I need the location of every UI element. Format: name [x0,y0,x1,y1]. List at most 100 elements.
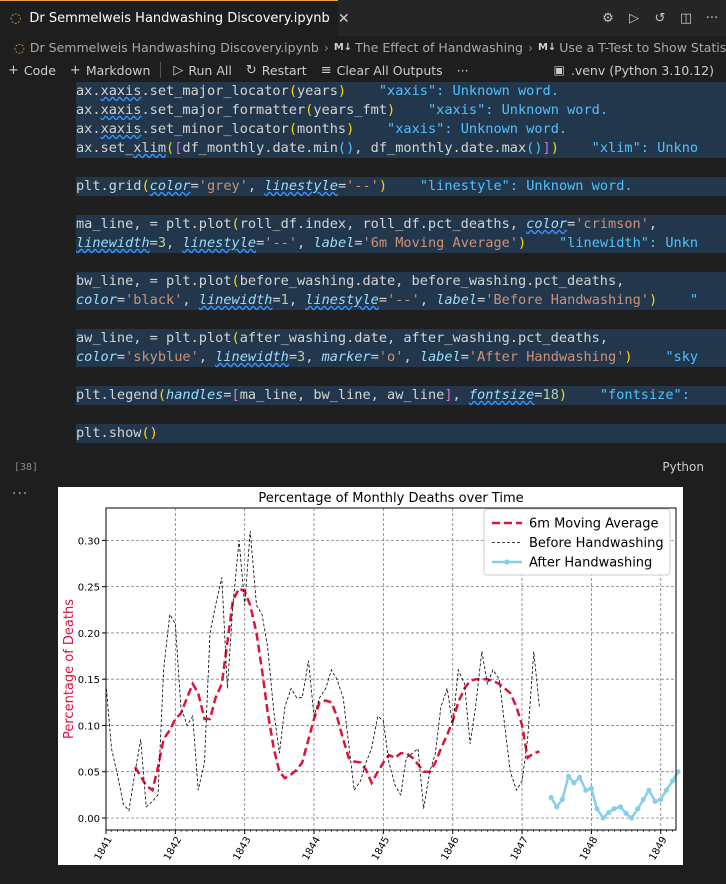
series-line-6m-moving-average [134,586,540,793]
data-point [611,806,617,812]
code-line: plt.legend(handles=[ma_line, bw_line, aw… [76,387,699,403]
breadcrumb-file[interactable]: Dr Semmelweis Handwashing Discovery.ipyn… [29,39,319,55]
data-point [600,815,606,821]
notebook-tab[interactable]: ◌ Dr Semmelweis Handwashing Discovery.ip… [0,0,350,36]
line-highlight [76,329,726,348]
data-point [554,804,560,810]
notebook-toolbar: + Code + Markdown ▷ Run All ↻ Restart ≡ Clear… [0,58,726,82]
close-icon[interactable]: ✕ [337,10,350,27]
data-point [663,787,669,793]
data-point [606,809,612,816]
code-line: ma_line, = plt.plot(roll_df.index, roll_… [76,216,658,232]
data-point [675,769,681,775]
data-point [577,774,583,780]
line-highlight [76,101,726,120]
legend-label: After Handwashing [529,556,652,571]
data-point [646,787,652,793]
line-highlight [76,291,726,310]
legend-marker [504,559,510,565]
y-tick-label: 0.30 [78,536,100,547]
code-line: plt.show() [76,425,158,441]
code-line: color='black', linewidth=1, linestyle='-… [76,292,699,308]
more-actions-icon[interactable]: ··· [705,10,719,26]
breadcrumb-subsection[interactable]: Use a T-Test to Show Statistica [559,39,726,55]
jupyter-icon: ◌ [14,39,25,55]
code-line: ax.set_xlim([df_monthly.date.min(), df_m… [76,140,699,156]
run-icon[interactable]: ▷ [629,10,639,26]
legend-box [483,508,671,576]
series-line-before-handwashing [105,531,540,812]
data-point [658,796,664,803]
run-all-button[interactable]: ▷ Run All [173,63,231,78]
jupyter-icon: ◌ [10,11,22,26]
data-point [640,796,647,803]
line-highlight [76,139,726,158]
line-highlight [76,272,726,291]
code-editor[interactable]: ax.xaxis.set_major_locator(years) "xaxis… [76,82,726,450]
y-tick-label: 0.20 [78,629,100,640]
code-line: aw_line, = plt.plot(after_washing.date, … [76,330,608,346]
data-point [669,778,676,784]
data-point [583,787,589,793]
line-highlight [76,424,726,443]
kernel-label: .venv (Python 3.10.12) [570,62,714,78]
clear-outputs-button[interactable]: ≡ Clear All Outputs [321,63,443,78]
chevron-right-icon: › [323,39,329,55]
history-icon[interactable]: ↺ [654,10,666,26]
restart-icon: ↻ [245,62,257,78]
breadcrumb-section[interactable]: The Effect of Handwashing [355,39,523,55]
y-tick-label: 0.25 [78,583,100,594]
y-tick-label: 0.05 [78,768,100,779]
line-highlight [76,177,726,196]
kernel-picker[interactable]: ▣ .venv (Python 3.10.12) [554,58,714,82]
more-label: ··· [456,62,469,78]
data-point [594,806,600,812]
cell-language[interactable]: Python [662,460,704,474]
run-all-label: Run All [188,62,232,78]
line-highlight [76,348,726,367]
add-code-label: Code [23,62,56,78]
add-code-button[interactable]: + Code [8,63,56,78]
output-menu-icon[interactable]: ··· [12,486,29,502]
gear-icon[interactable]: ⚙ [602,10,614,26]
code-line: linewidth=3, linestyle='--', label='6m M… [76,235,699,251]
plus-icon: + [8,62,19,78]
data-point [635,806,641,812]
chart-svg: Percentage of Monthly Deaths over Time 0.… [62,491,681,863]
legend-label: 6m Moving Average [529,517,659,532]
clear-outputs-label: Clear All Outputs [336,62,443,78]
restart-label: Restart [261,62,307,78]
legend-label: Before Handwashing [529,536,664,551]
y-tick-label: 0.00 [78,814,100,825]
line-highlight [76,120,726,139]
more-toolbar-button[interactable]: ··· [457,63,469,78]
data-point [548,795,554,801]
run-all-icon: ▷ [173,62,184,78]
x-tick-label: 1843 [231,835,253,863]
split-editor-icon[interactable]: ◫ [679,10,693,26]
code-line: ax.xaxis.set_major_locator(years) "xaxis… [76,83,559,99]
data-point [565,773,572,779]
data-point [617,804,624,810]
x-tick-label: 1841 [93,835,115,863]
data-point [588,785,595,791]
add-markdown-button[interactable]: + Markdown [70,63,150,78]
code-line: ax.xaxis.set_minor_locator(months) "xaxi… [76,121,568,137]
code-line: color='skyblue', linewidth=3, marker='o'… [76,349,699,365]
plus-icon: + [69,62,81,78]
y-tick-label: 0.15 [78,675,100,686]
x-tick-label: 1848 [578,835,600,863]
cell-gutter [0,82,42,482]
x-tick-label: 1847 [509,835,531,863]
line-highlight [76,82,726,101]
line-highlight [76,386,726,405]
markdown-icon: M↓ [333,41,353,53]
kernel-icon: ▣ [553,63,565,77]
restart-button[interactable]: ↻ Restart [246,63,307,78]
x-tick-label: 1844 [301,835,323,863]
tab-bar: ◌ Dr Semmelweis Handwashing Discovery.ip… [0,0,726,36]
markdown-icon: M↓ [537,41,557,53]
data-point [559,796,565,803]
x-tick-label: 1849 [647,835,669,863]
data-point [571,780,577,786]
